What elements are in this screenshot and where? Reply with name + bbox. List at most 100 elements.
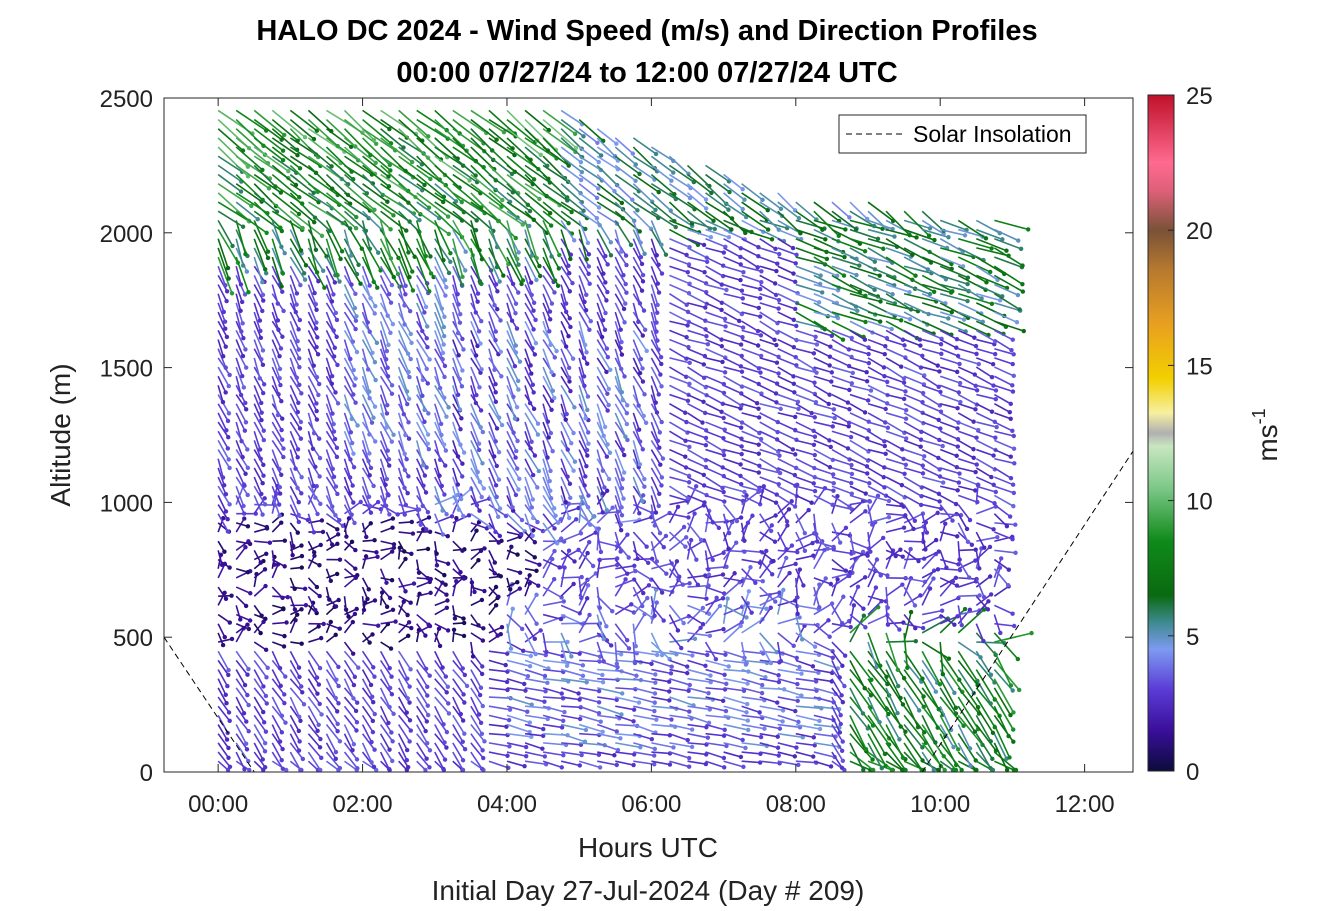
wind-vector-head: [537, 562, 542, 567]
wind-vector-head: [849, 381, 855, 386]
wind-vector: [578, 577, 583, 598]
wind-vector-head: [839, 765, 845, 771]
wind-vector-head: [635, 208, 640, 213]
wind-vector-head: [442, 740, 447, 745]
wind-vector: [614, 578, 627, 597]
wind-vector: [434, 311, 445, 337]
wind-vector: [776, 589, 785, 615]
wind-vector: [289, 348, 301, 368]
wind-vector-head: [463, 268, 468, 273]
wind-vector: [705, 696, 724, 702]
wind-vector: [650, 430, 661, 449]
wind-vector-head: [351, 367, 356, 373]
wind-vector-head: [704, 596, 709, 601]
wind-vector-head: [350, 440, 355, 446]
wind-vector: [560, 137, 583, 158]
wind-vector-head: [641, 413, 646, 419]
wind-vector-head: [777, 453, 782, 458]
wind-vector: [614, 485, 623, 508]
wind-vector: [578, 549, 594, 567]
wind-vector: [524, 210, 548, 234]
wind-vector-head: [521, 648, 526, 654]
wind-vector-head: [625, 437, 630, 443]
wind-vector: [614, 164, 637, 182]
wind-vector-head: [620, 447, 625, 452]
wind-vector-head: [840, 739, 845, 744]
wind-vector: [415, 467, 425, 486]
wind-vector-head: [578, 159, 584, 165]
wind-vector: [379, 348, 389, 369]
wind-vector: [397, 330, 409, 355]
wind-vector: [704, 641, 717, 660]
wind-vector-head: [224, 289, 230, 294]
wind-vector: [650, 238, 658, 256]
wind-vector: [380, 546, 395, 552]
wind-vector-head: [428, 271, 434, 276]
wind-vector-head: [633, 178, 638, 184]
wind-vector: [596, 614, 605, 640]
wind-vector-head: [515, 579, 520, 585]
wind-vector: [434, 330, 444, 354]
wind-vector-head: [545, 455, 550, 460]
wind-vector-head: [227, 372, 232, 378]
wind-vector-head: [243, 603, 249, 609]
wind-vector-head: [663, 252, 669, 257]
wind-vector-head: [790, 245, 796, 251]
wind-vector: [759, 274, 776, 285]
wind-vector-head: [238, 308, 243, 313]
wind-vector-head: [741, 764, 746, 770]
wind-vector: [650, 558, 667, 575]
wind-vector-head: [567, 481, 573, 487]
wind-vector: [235, 366, 245, 388]
wind-vector-head: [777, 726, 783, 731]
wind-vector: [325, 348, 339, 366]
wind-vector-head: [568, 495, 573, 501]
wind-vector-head: [372, 747, 377, 752]
wind-vector-head: [757, 463, 762, 469]
wind-vector-head: [437, 457, 443, 462]
wind-vector-head: [424, 465, 429, 470]
wind-vector-head: [624, 638, 630, 643]
wind-vector: [434, 705, 445, 725]
wind-vector-head: [829, 379, 834, 384]
wind-vector-head: [245, 569, 251, 575]
wind-vector: [615, 751, 635, 756]
wind-vector-head: [477, 385, 482, 390]
wind-vector-head: [260, 308, 265, 314]
wind-vector: [560, 164, 582, 181]
wind-vector-head: [391, 274, 397, 280]
wind-vector: [325, 733, 337, 753]
wind-vector: [723, 732, 743, 741]
wind-vector: [650, 275, 660, 293]
wind-vector: [849, 347, 869, 355]
wind-vector-head: [329, 542, 335, 547]
wind-vector: [705, 751, 725, 759]
wind-vector: [741, 494, 761, 506]
wind-vector: [470, 696, 480, 715]
wind-vector-head: [499, 374, 504, 379]
wind-vector-head: [336, 683, 341, 689]
wind-vector: [361, 714, 374, 733]
wind-vector-head: [857, 289, 863, 295]
wind-vector-head: [879, 766, 884, 771]
wind-vector: [578, 357, 585, 377]
wind-vector-head: [282, 251, 287, 256]
wind-vector-head: [328, 578, 334, 584]
wind-vector-head: [349, 539, 355, 545]
wind-vector: [307, 476, 317, 498]
wind-vector: [632, 164, 655, 181]
wind-vector: [759, 439, 779, 453]
wind-vector-head: [775, 700, 780, 705]
wind-vector: [578, 531, 596, 542]
wind-vector-head: [604, 346, 610, 351]
wind-vector: [452, 238, 464, 278]
wind-vector-head: [531, 177, 537, 182]
wind-vector-head: [570, 280, 575, 286]
wind-vector: [506, 467, 520, 490]
wind-vector-head: [277, 739, 283, 744]
wind-vector: [795, 513, 806, 534]
wind-vector-head: [461, 576, 467, 581]
wind-vector: [235, 412, 246, 432]
wind-vector-head: [371, 764, 377, 770]
wind-vector: [560, 394, 568, 415]
